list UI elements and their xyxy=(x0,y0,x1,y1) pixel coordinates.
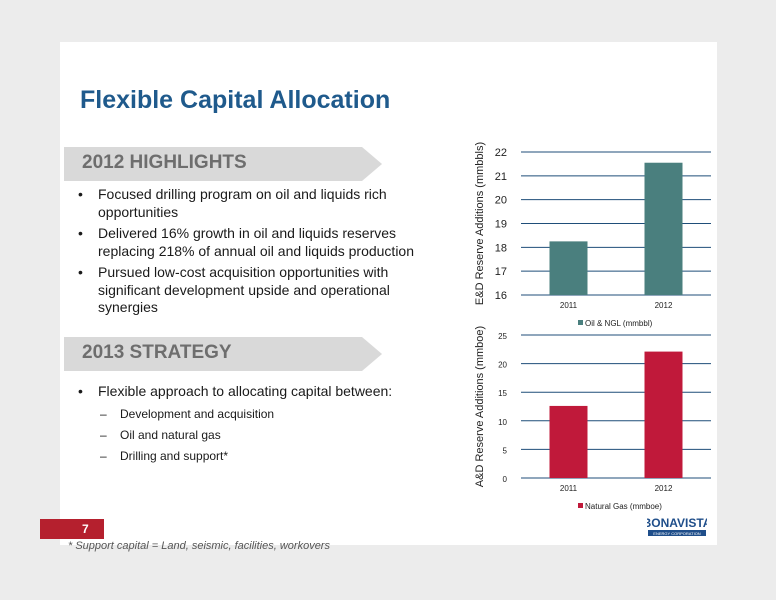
y-tick-label: 21 xyxy=(495,171,507,183)
list-item: – Development and acquisition xyxy=(100,407,400,428)
page-number-tab: 7 xyxy=(40,519,104,539)
list-item: • Flexible approach to allocating capital… xyxy=(76,383,416,401)
logo-bar xyxy=(648,530,706,536)
list-item: – Drilling and support* xyxy=(100,449,400,470)
banner-arrow xyxy=(362,147,382,181)
bar xyxy=(644,351,683,478)
bullet-icon: • xyxy=(78,225,83,241)
strategy-text: Flexible approach to allocating capital … xyxy=(98,383,393,399)
logo-tagline: ENERGY CORPORATION xyxy=(653,531,701,536)
legend-swatch xyxy=(578,320,583,325)
legend-label: Oil & NGL (mmbbl) xyxy=(585,319,653,328)
dash-icon: – xyxy=(100,407,107,421)
y-tick-label: 5 xyxy=(503,446,508,455)
list-item: • Delivered 16% growth in oil and liquids… xyxy=(76,225,416,260)
bonavista-logo: BONAVISTA ENERGY CORPORATION xyxy=(647,516,707,536)
list-item: • Focused drilling program on oil and liq… xyxy=(76,186,416,221)
y-tick-label: 25 xyxy=(498,332,507,341)
strategy-list: • Flexible approach to allocating capital… xyxy=(76,383,416,405)
natural-gas-chart: 0 5 10 15 20 25 A&D Reserve Additions (mmboe) 2… xyxy=(474,326,711,511)
oil-ngl-chart: 16 17 18 19 20 21 22 E&D Reserve Additions (mmb… xyxy=(474,142,711,328)
page-number: 7 xyxy=(82,522,89,536)
dash-icon: – xyxy=(100,428,107,442)
bar xyxy=(549,405,588,478)
legend-swatch xyxy=(578,503,583,508)
sub-item-text: Development and acquisition xyxy=(120,407,275,421)
y-tick-label: 10 xyxy=(498,418,507,427)
logo-name: BONAVISTA xyxy=(647,516,707,530)
y-axis-label: E&D Reserve Additions (mmbbls) xyxy=(474,142,486,305)
bullet-icon: • xyxy=(78,186,83,202)
sub-item-text: Oil and natural gas xyxy=(120,428,221,442)
bullet-icon: • xyxy=(78,264,83,280)
x-tick-label: 2011 xyxy=(560,301,578,310)
bar xyxy=(549,241,588,295)
slide-body xyxy=(60,42,717,545)
y-tick-label: 20 xyxy=(498,361,507,370)
y-tick-label: 22 xyxy=(495,147,507,159)
dash-icon: – xyxy=(100,449,107,463)
banner-arrow xyxy=(362,337,382,371)
x-tick-label: 2012 xyxy=(655,301,673,310)
strategy-banner: 2013 STRATEGY xyxy=(64,337,382,371)
x-tick-label: 2011 xyxy=(560,484,578,493)
highlight-text: Delivered 16% growth in oil and liquids … xyxy=(98,225,414,259)
x-tick-label: 2012 xyxy=(655,484,673,493)
legend-label: Natural Gas (mmboe) xyxy=(585,502,662,511)
y-tick-label: 17 xyxy=(495,266,507,278)
y-tick-label: 19 xyxy=(495,219,507,231)
list-item: • Pursued low-cost acquisition opportunit… xyxy=(76,264,416,317)
list-item: – Oil and natural gas xyxy=(100,428,400,449)
highlight-text: Focused drilling program on oil and liqu… xyxy=(98,186,387,220)
y-tick-label: 18 xyxy=(495,242,507,254)
footnote: * Support capital = Land, seismic, facil… xyxy=(68,540,330,552)
page-title: Flexible Capital Allocation xyxy=(80,86,391,114)
y-tick-label: 15 xyxy=(498,389,507,398)
strategy-sublist: – Development and acquisition – Oil and na… xyxy=(100,407,400,470)
strategy-heading: 2013 STRATEGY xyxy=(82,342,232,363)
highlights-heading: 2012 HIGHLIGHTS xyxy=(82,152,247,173)
y-tick-label: 16 xyxy=(495,290,507,302)
sub-item-text: Drilling and support* xyxy=(120,449,229,463)
y-tick-label: 20 xyxy=(495,195,507,207)
bar xyxy=(644,162,683,295)
y-tick-label: 0 xyxy=(503,475,508,484)
highlight-text: Pursued low-cost acquisition opportuniti… xyxy=(98,264,390,315)
highlights-banner: 2012 HIGHLIGHTS xyxy=(64,147,382,181)
y-axis-label: A&D Reserve Additions (mmboe) xyxy=(474,326,486,487)
bullet-icon: • xyxy=(78,383,83,399)
highlights-list: • Focused drilling program on oil and liq… xyxy=(76,186,416,321)
